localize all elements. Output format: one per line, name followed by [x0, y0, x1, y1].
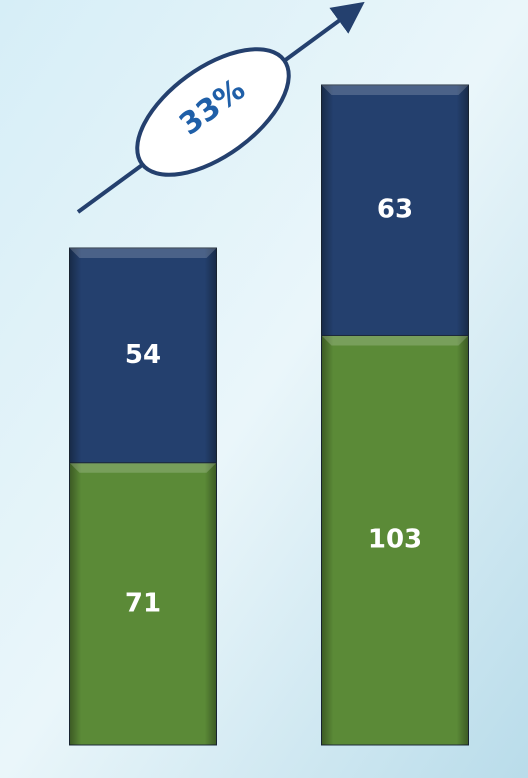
bar-bevel [321, 85, 469, 95]
bar-shade [69, 248, 217, 463]
annotation-bubble [135, 47, 291, 177]
bar-shade [321, 85, 469, 336]
bar-bevel [321, 335, 469, 346]
data-label: 63 [377, 195, 413, 225]
bar-bevel [69, 462, 217, 473]
bar-shade [321, 335, 469, 745]
data-label: 54 [125, 340, 161, 370]
bar-bevel [69, 248, 217, 259]
bar-shade [69, 462, 217, 745]
bars: 71 54 103 63 [69, 84, 469, 746]
data-label: 71 [125, 588, 161, 618]
data-label: 103 [368, 525, 422, 555]
